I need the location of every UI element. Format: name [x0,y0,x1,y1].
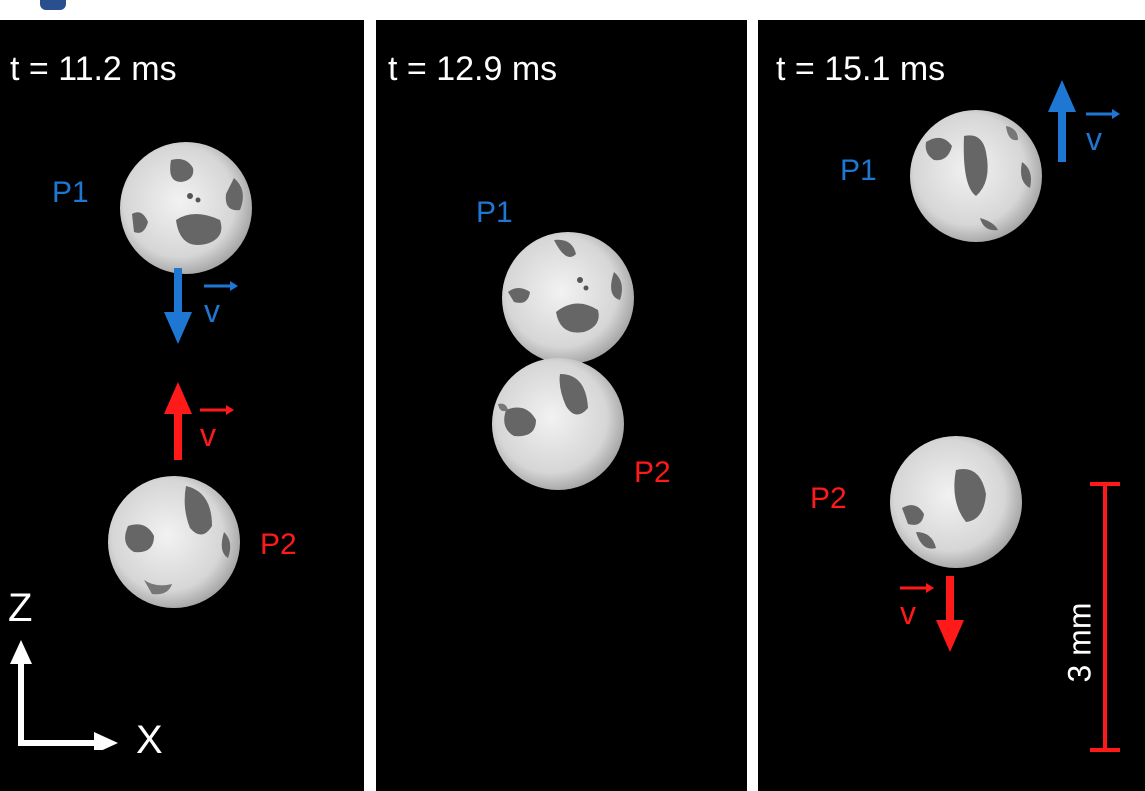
velocity-text: v [1086,121,1102,156]
x-axis-label: X [136,718,163,762]
velocity-text: v [204,293,220,328]
time-label: t = 12.9 ms [388,50,558,88]
z-axis-label: Z [8,586,33,630]
particle-label-p1: P1 [840,154,877,187]
frame-panel-1: t = 11.2 ms P1 v v P2 Z [0,20,364,791]
axes-indicator [10,640,118,750]
velocity-symbol-p1: v [204,281,238,328]
velocity-arrow-p1 [164,268,192,344]
particle-p2 [492,358,624,490]
velocity-symbol-p2: v [900,583,934,630]
frame-panel-2: t = 12.9 ms P1 P2 [376,20,747,791]
velocity-symbol-p2: v [200,405,234,452]
velocity-arrow-p2 [936,576,964,652]
velocity-symbol-p1: v [1086,109,1120,156]
scale-bar [1090,482,1120,752]
scale-bar-label: 3 mm [1061,602,1098,683]
velocity-text: v [900,595,916,630]
particle-label-p1: P1 [476,196,513,229]
header-accent [40,0,66,10]
particle-p1 [910,110,1042,242]
velocity-text: v [200,417,216,452]
particle-p2 [108,476,240,608]
particle-label-p2: P2 [810,482,847,515]
particle-label-p1: P1 [52,176,89,209]
particle-p1 [502,232,634,364]
velocity-arrow-p1 [1048,80,1076,162]
velocity-arrow-p2 [164,382,192,460]
frame-panel-3: t = 15.1 ms P1 v P2 v 3 mm [758,20,1145,791]
particle-p2 [890,436,1022,568]
particle-p1 [120,142,252,274]
particle-label-p2: P2 [634,456,671,489]
particle-label-p2: P2 [260,528,297,561]
time-label: t = 15.1 ms [776,50,946,88]
time-label: t = 11.2 ms [10,50,177,88]
